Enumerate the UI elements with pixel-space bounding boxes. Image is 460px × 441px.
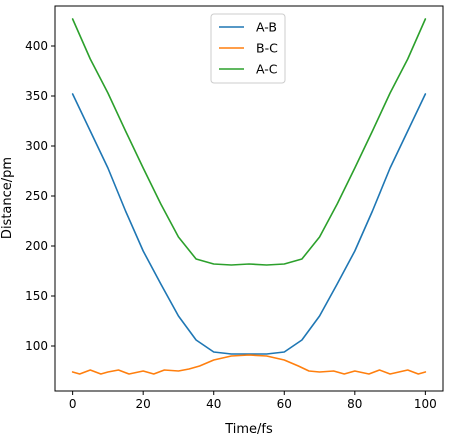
series-line-a-c (71, 18, 427, 266)
series-line-a-b (71, 93, 427, 355)
legend-label: A-B (256, 20, 277, 35)
x-tick-label: 40 (206, 397, 221, 411)
legend: A-B B-C A-C (210, 13, 286, 84)
y-tick-label: 300 (25, 139, 48, 153)
x-tick-label: 20 (136, 397, 151, 411)
series-line-b-c (71, 354, 427, 375)
legend-box (210, 13, 286, 84)
y-axis-label: Distance/pm (0, 157, 15, 239)
x-tick-label: 60 (277, 397, 292, 411)
y-tick-label: 100 (25, 339, 48, 353)
x-tick-label: 100 (414, 397, 437, 411)
y-tick-label: 350 (25, 89, 48, 103)
legend-label: B-C (256, 41, 278, 56)
x-axis-label: Time/fs (224, 422, 273, 437)
y-tick-label: 150 (25, 289, 48, 303)
x-tick-label: 0 (69, 397, 77, 411)
x-tick-label: 80 (347, 397, 362, 411)
legend-label: A-C (256, 62, 278, 77)
y-tick-label: 250 (25, 189, 48, 203)
y-tick-label: 400 (25, 39, 48, 53)
y-tick-label: 200 (25, 239, 48, 253)
series-group (71, 18, 427, 375)
axes: 0 20 40 60 80 100 100 150 200 250 300 350 400 (25, 39, 437, 411)
